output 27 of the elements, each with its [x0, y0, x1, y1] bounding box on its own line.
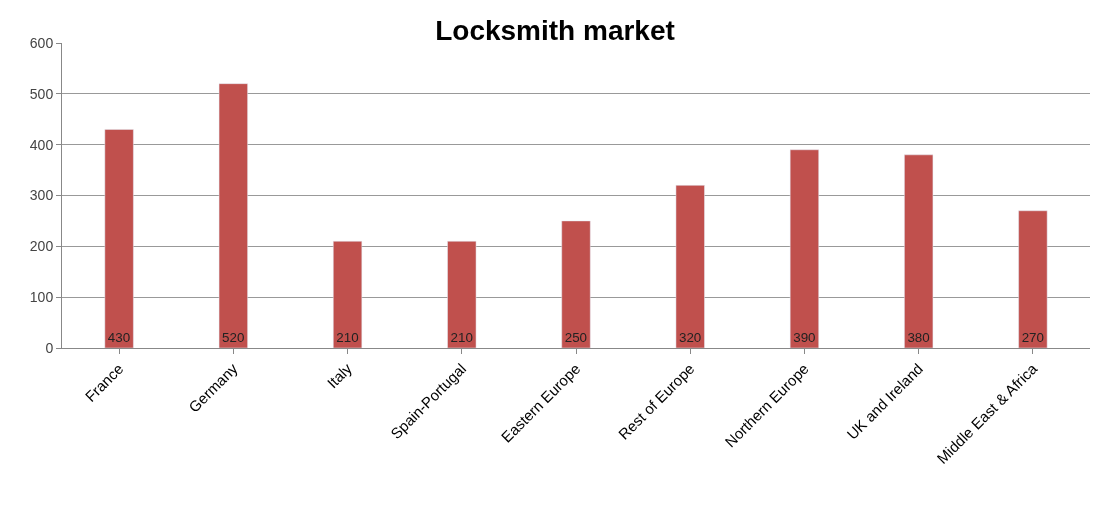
y-tick-label: 500 — [29, 85, 54, 102]
bar — [104, 129, 134, 348]
bar — [904, 154, 934, 348]
data-label: 390 — [793, 330, 816, 346]
y-tick-label: 0 — [45, 339, 54, 356]
bar — [447, 241, 477, 348]
data-label: 250 — [564, 330, 588, 346]
y-tick-label: 300 — [29, 187, 54, 204]
data-label: 430 — [107, 330, 131, 346]
data-label: 380 — [907, 330, 930, 346]
bar — [333, 241, 363, 348]
bar — [789, 149, 819, 348]
x-tick-label: Italy — [323, 359, 356, 392]
y-tick-label: 100 — [29, 289, 54, 306]
chart-title: Locksmith market — [435, 15, 675, 47]
data-label: 320 — [678, 330, 702, 346]
data-label: 270 — [1021, 330, 1044, 346]
bar — [1018, 210, 1048, 348]
y-tick-label: 200 — [29, 238, 54, 255]
bar — [218, 83, 248, 348]
bar — [675, 185, 705, 348]
y-tick-label: 600 — [29, 34, 54, 51]
data-label: 210 — [450, 330, 473, 346]
data-label: 210 — [336, 330, 359, 346]
y-tick-label: 400 — [29, 136, 54, 153]
data-label: 520 — [222, 330, 245, 346]
bar — [561, 220, 591, 348]
